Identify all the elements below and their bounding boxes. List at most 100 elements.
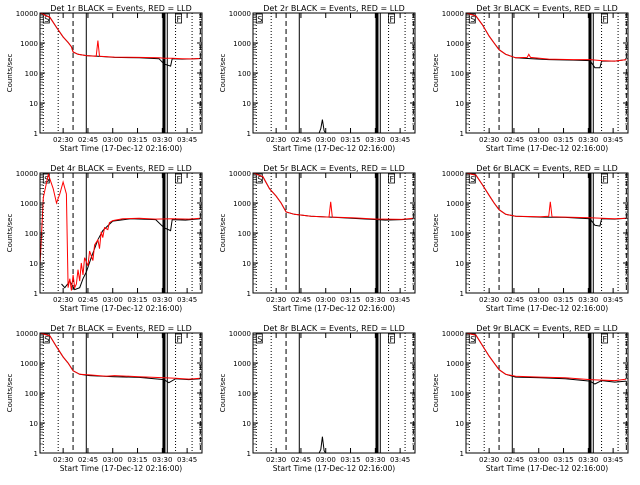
panel-title: Det 9r BLACK = Events, RED = LLD: [476, 324, 618, 333]
x-tick-label: 03:45: [603, 296, 623, 304]
marker-flag-label: F: [390, 175, 395, 184]
x-tick-label: 03:00: [529, 136, 549, 144]
x-tick-label: 03:00: [316, 456, 336, 464]
x-tick-label: 03:00: [103, 456, 123, 464]
marker-flag-label: S: [257, 175, 262, 184]
marker-flag-box: [468, 13, 476, 24]
x-axis-label: Start Time (17-Dec-12 02:16:00): [486, 464, 608, 473]
x-tick-label: 03:30: [365, 456, 385, 464]
x-tick-label: 02:45: [291, 296, 311, 304]
y-tick-label: 10: [29, 260, 38, 268]
x-axis-label: Start Time (17-Dec-12 02:16:00): [486, 144, 608, 153]
x-tick-label: 02:45: [291, 456, 311, 464]
x-tick-label: 02:30: [53, 136, 73, 144]
marker-flag-box: [255, 173, 263, 184]
x-tick-label: 02:30: [479, 136, 499, 144]
x-tick-label: 03:45: [390, 136, 410, 144]
y-tick-label: 10: [242, 260, 251, 268]
plot-frame: [252, 332, 416, 454]
y-tick-label: 10: [29, 100, 38, 108]
marker-flag-label: F: [177, 335, 182, 344]
events-rate-line: [253, 436, 415, 454]
marker-flag-box: [388, 173, 395, 184]
marker-flag-label: F: [390, 15, 395, 24]
x-tick-label: 03:45: [177, 456, 197, 464]
plot-frame: [465, 332, 629, 454]
y-tick-label: 1: [247, 450, 251, 458]
x-tick-label: 03:00: [103, 296, 123, 304]
x-tick-label: 03:15: [553, 136, 573, 144]
y-axis-label: Counts/sec: [432, 374, 440, 413]
y-tick-label: 10000: [442, 170, 464, 178]
x-tick-label: 03:30: [152, 456, 172, 464]
y-tick-label: 100: [451, 390, 464, 398]
marker-flag-box: [175, 173, 182, 184]
marker-flag-box: [601, 13, 608, 24]
y-tick-label: 10000: [16, 170, 38, 178]
y-tick-label: 1: [34, 130, 38, 138]
x-tick-label: 03:30: [578, 296, 598, 304]
x-tick-label: 03:00: [103, 136, 123, 144]
x-tick-label: 03:30: [365, 296, 385, 304]
y-tick-label: 100: [25, 70, 38, 78]
x-tick-label: 03:45: [390, 296, 410, 304]
y-tick-label: 10: [455, 260, 464, 268]
x-tick-label: 02:45: [78, 456, 98, 464]
y-tick-label: 1: [460, 290, 464, 298]
marker-flag-label: S: [470, 15, 475, 24]
marker-flag-label: S: [470, 175, 475, 184]
x-tick-label: 03:45: [177, 136, 197, 144]
x-tick-label: 02:45: [504, 136, 524, 144]
x-tick-label: 03:30: [578, 136, 598, 144]
plot-frame: [252, 12, 416, 134]
y-tick-label: 10: [242, 420, 251, 428]
x-tick-label: 03:00: [529, 456, 549, 464]
x-tick-label: 03:45: [603, 456, 623, 464]
panel-title: Det 2r BLACK = Events, RED = LLD: [263, 4, 405, 13]
y-tick-label: 10000: [16, 10, 38, 18]
y-tick-label: 10000: [229, 10, 251, 18]
lld-rate-line: [465, 12, 627, 62]
lld-rate-line: [39, 12, 201, 60]
marker-flag-box: [388, 13, 395, 24]
x-tick-label: 03:15: [340, 136, 360, 144]
y-tick-label: 1000: [446, 40, 464, 48]
y-tick-label: 10000: [16, 330, 38, 338]
x-tick-label: 03:00: [316, 136, 336, 144]
x-tick-label: 02:45: [78, 136, 98, 144]
y-tick-label: 1000: [20, 40, 38, 48]
x-tick-label: 02:45: [504, 296, 524, 304]
x-tick-label: 03:00: [529, 296, 549, 304]
y-tick-label: 1: [460, 450, 464, 458]
panel-title: Det 5r BLACK = Events, RED = LLD: [263, 164, 405, 173]
y-tick-label: 1000: [446, 360, 464, 368]
y-tick-label: 1000: [233, 40, 251, 48]
y-tick-label: 10: [242, 100, 251, 108]
x-tick-label: 03:30: [578, 456, 598, 464]
x-tick-label: 02:30: [479, 456, 499, 464]
marker-flag-label: F: [390, 335, 395, 344]
marker-flag-label: S: [257, 15, 262, 24]
x-tick-label: 03:45: [390, 456, 410, 464]
x-tick-label: 03:30: [365, 136, 385, 144]
y-tick-label: 1: [34, 450, 38, 458]
y-tick-label: 100: [451, 70, 464, 78]
x-tick-label: 02:45: [291, 136, 311, 144]
x-axis-label: Start Time (17-Dec-12 02:16:00): [273, 144, 395, 153]
y-tick-label: 100: [238, 70, 251, 78]
events-rate-line: [61, 218, 201, 291]
y-tick-label: 100: [238, 390, 251, 398]
plot-frame: [465, 12, 629, 134]
y-tick-label: 1000: [233, 200, 251, 208]
marker-flag-label: S: [44, 335, 49, 344]
panel-title: Det 7r BLACK = Events, RED = LLD: [50, 324, 192, 333]
marker-flag-label: F: [603, 175, 608, 184]
x-axis-label: Start Time (17-Dec-12 02:16:00): [273, 304, 395, 313]
y-tick-label: 1000: [446, 200, 464, 208]
